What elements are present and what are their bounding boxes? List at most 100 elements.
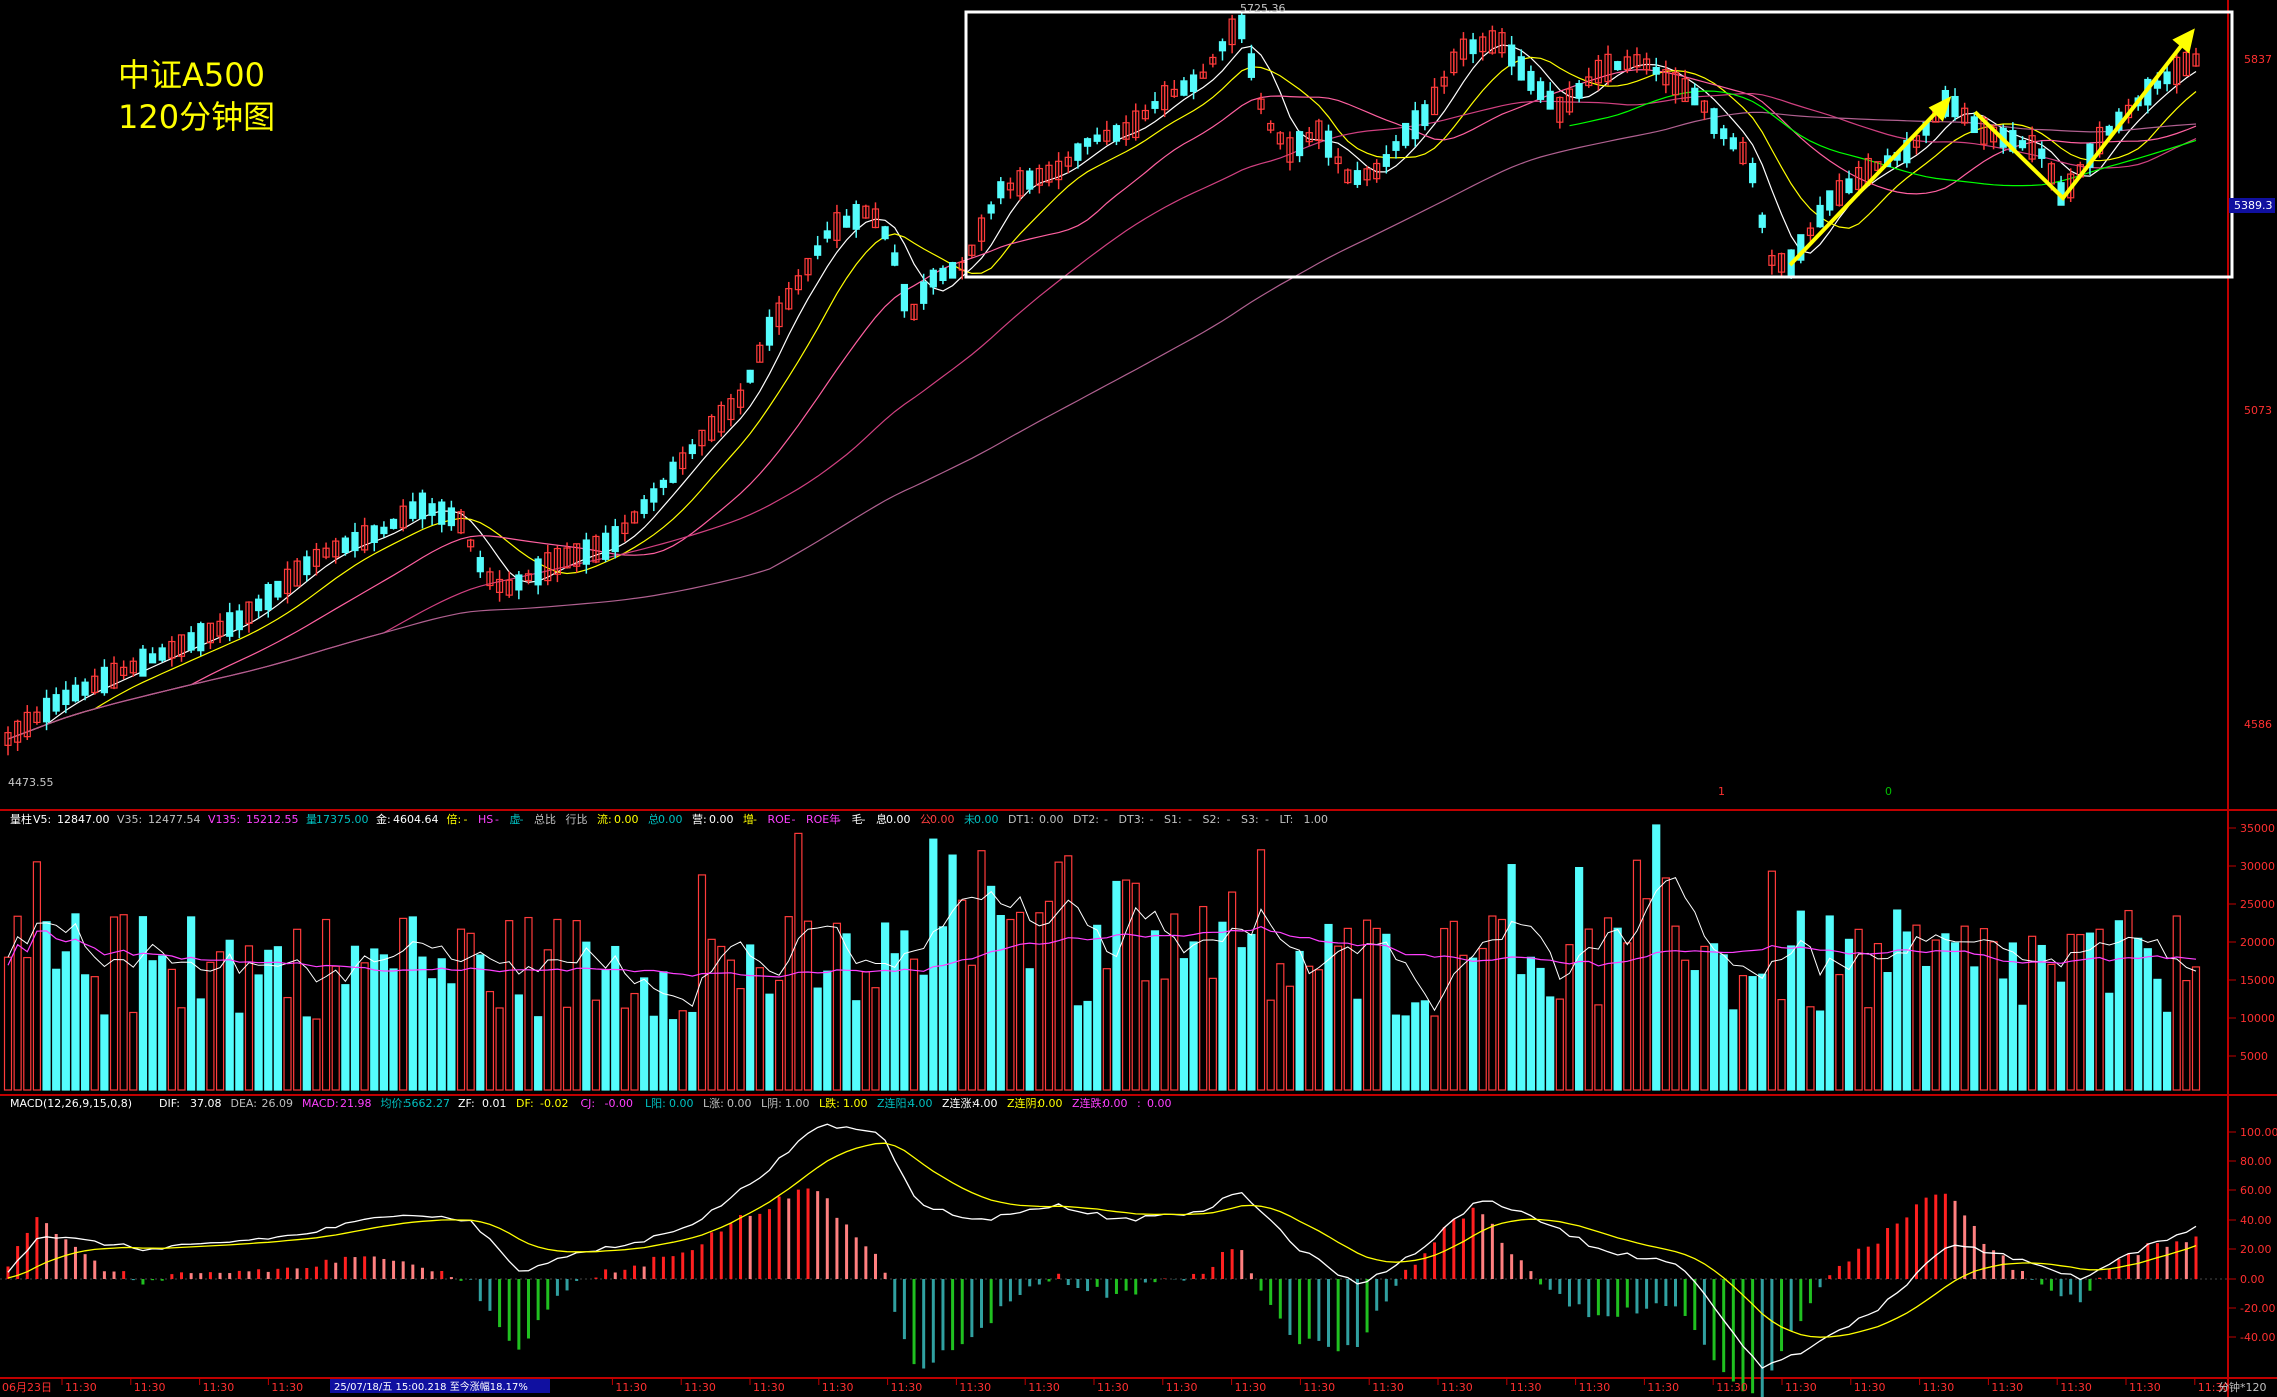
candle-body	[1671, 72, 1680, 96]
candle-body	[1026, 170, 1034, 190]
header-label: 均价:	[381, 1097, 407, 1110]
candle-body	[293, 560, 301, 587]
header-label: 息	[876, 812, 887, 826]
date-axis-first: 06月23日	[2, 1381, 52, 1394]
candle-body	[1016, 170, 1024, 197]
date-axis-tick: 11:30	[684, 1381, 716, 1394]
candle-body	[505, 579, 513, 596]
volume-bar	[1497, 918, 1507, 1091]
date-axis-tick: 11:30	[1991, 1381, 2023, 1394]
volume-bar	[1902, 931, 1911, 1091]
header-value: 5662.27	[405, 1097, 451, 1110]
date-axis-tick: 11:30	[1716, 1381, 1748, 1394]
candle-body	[1055, 160, 1063, 181]
candle-body	[1247, 53, 1256, 78]
candle-body	[2192, 53, 2200, 67]
price-axis-tick: 5837	[2244, 53, 2272, 66]
candle-body	[1161, 85, 1169, 111]
candle-body	[255, 598, 263, 612]
candle-body	[1806, 227, 1815, 237]
candle-body	[1450, 51, 1458, 74]
header-label: ROE	[768, 813, 791, 826]
volume-bar	[688, 1011, 697, 1091]
volume-bar	[1690, 970, 1699, 1091]
trend-arrow-head-2	[2172, 28, 2195, 54]
candle-body	[1103, 129, 1111, 142]
volume-bar	[1950, 942, 1960, 1091]
volume-bar	[1517, 974, 1526, 1091]
candle-body	[563, 547, 571, 569]
volume-bar	[321, 918, 331, 1091]
volume-bar	[630, 992, 639, 1091]
candle-body	[486, 571, 494, 587]
volume-bar	[1700, 945, 1709, 1091]
candle-body	[1700, 100, 1709, 113]
date-axis-tick: 11:30	[1303, 1381, 1335, 1394]
candle-body	[438, 501, 446, 525]
volume-bar	[2172, 915, 2181, 1091]
candle-body	[1074, 143, 1082, 161]
candle-body	[1132, 110, 1140, 139]
candle-body	[1151, 101, 1159, 109]
candle-body	[698, 429, 706, 447]
volume-bar	[1671, 925, 1680, 1091]
volume-bar	[1256, 849, 1266, 1091]
header-label: :	[1137, 1097, 1141, 1110]
candle-body	[62, 689, 70, 706]
header-label: CJ:	[581, 1097, 596, 1110]
volume-bar	[1719, 954, 1728, 1091]
volume-bar	[1632, 859, 1642, 1091]
volume-bar	[842, 933, 851, 1091]
volume-bar	[1709, 943, 1719, 1091]
volume-bar	[1449, 920, 1458, 1091]
volume-bar	[1044, 900, 1054, 1091]
candle-body	[679, 452, 687, 470]
header-value: 17375.00	[316, 813, 369, 826]
macd-header: MACD(12,26,9,15,0,8) DIF: 37.08 DEA: 26.09 MA…	[10, 1096, 1172, 1110]
date-axis-tick: 11:30	[1166, 1381, 1198, 1394]
header-label: 未	[964, 813, 975, 826]
candle-body	[303, 556, 311, 576]
date-axis-tick: 11:30	[1785, 1381, 1817, 1394]
volume-bar	[1411, 1002, 1420, 1091]
header-value: -	[1265, 813, 1269, 826]
volume-bar	[1738, 975, 1748, 1091]
volume-bar	[1208, 977, 1217, 1091]
volume-bar	[1603, 917, 1613, 1091]
candle-body	[997, 181, 1005, 199]
candle-body	[332, 540, 340, 558]
candle-body	[264, 583, 272, 611]
candle-body	[495, 578, 504, 593]
date-axis-tick: 11:30	[203, 1381, 235, 1394]
candle-body	[1652, 66, 1660, 75]
volume-bar	[620, 1007, 629, 1091]
volume-bar	[775, 979, 784, 1091]
candle-body	[708, 415, 716, 441]
header-value: -	[1188, 813, 1192, 826]
date-axis-tick: 11:30	[1372, 1381, 1404, 1394]
candle-body	[1585, 76, 1593, 87]
price-marker: 1	[1718, 785, 1725, 798]
volume-bar	[100, 1014, 109, 1091]
candle-body	[1430, 86, 1439, 116]
volume-bar	[254, 974, 263, 1091]
volume-bar	[803, 920, 813, 1091]
candle-body	[1488, 30, 1496, 54]
candle-body	[1498, 32, 1506, 54]
candle-body	[1951, 95, 1959, 118]
volume-bar	[1401, 1015, 1410, 1091]
candle-body	[1749, 162, 1757, 184]
volume-bar	[1179, 958, 1189, 1091]
volume-axis-tick: 25000	[2240, 898, 2275, 911]
candle-body	[1604, 53, 1612, 83]
header-value: 0.00	[614, 813, 639, 826]
volume-bar	[562, 1006, 572, 1091]
candle-body	[1614, 61, 1622, 71]
volume-bar	[1488, 915, 1497, 1091]
candle-body	[524, 573, 533, 582]
trend-arrow-head-1	[1928, 96, 1952, 122]
volume-bar	[794, 832, 803, 1091]
candle-body	[948, 262, 957, 279]
candle-body	[197, 623, 205, 652]
